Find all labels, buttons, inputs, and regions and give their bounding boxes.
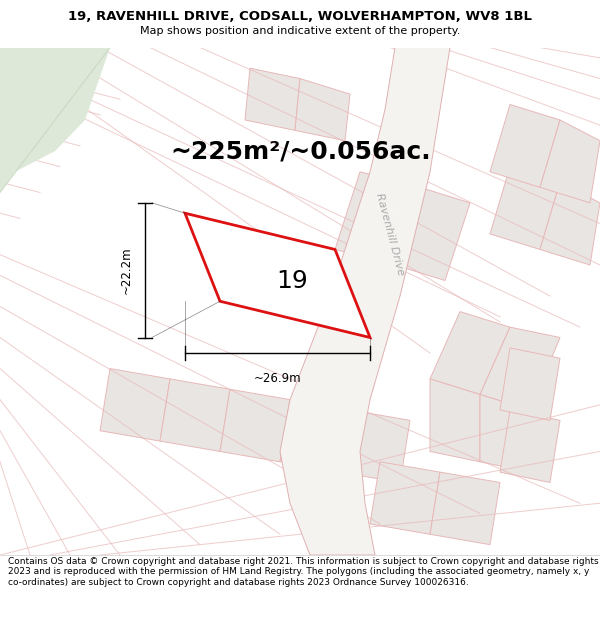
Polygon shape [160, 379, 230, 451]
Polygon shape [500, 348, 560, 421]
Polygon shape [430, 379, 480, 462]
Text: Map shows position and indicative extent of the property.: Map shows position and indicative extent… [140, 26, 460, 36]
Polygon shape [490, 104, 560, 188]
Polygon shape [540, 120, 600, 203]
Text: #aaaaaa: #aaaaaa [392, 213, 398, 214]
Polygon shape [370, 462, 440, 534]
Text: 19: 19 [277, 269, 308, 292]
Text: ~225m²/~0.056ac.: ~225m²/~0.056ac. [170, 139, 431, 163]
Polygon shape [295, 79, 350, 141]
Polygon shape [0, 48, 110, 192]
Polygon shape [245, 68, 300, 131]
Polygon shape [280, 399, 350, 472]
Polygon shape [540, 182, 600, 265]
Text: 19, RAVENHILL DRIVE, CODSALL, WOLVERHAMPTON, WV8 1BL: 19, RAVENHILL DRIVE, CODSALL, WOLVERHAMP… [68, 11, 532, 24]
Polygon shape [335, 172, 420, 265]
Polygon shape [185, 213, 370, 338]
Polygon shape [395, 188, 470, 281]
Polygon shape [220, 389, 290, 462]
Polygon shape [430, 472, 500, 544]
Polygon shape [430, 312, 510, 394]
Text: ~26.9m: ~26.9m [254, 372, 301, 384]
Polygon shape [340, 410, 410, 482]
Polygon shape [500, 410, 560, 482]
Text: ~22.2m: ~22.2m [120, 246, 133, 294]
Polygon shape [280, 48, 450, 555]
Text: Contains OS data © Crown copyright and database right 2021. This information is : Contains OS data © Crown copyright and d… [8, 557, 598, 587]
Polygon shape [490, 167, 560, 249]
Polygon shape [480, 394, 530, 472]
Polygon shape [100, 369, 170, 441]
Text: Ravenhill Drive: Ravenhill Drive [374, 192, 406, 276]
Polygon shape [480, 327, 560, 410]
